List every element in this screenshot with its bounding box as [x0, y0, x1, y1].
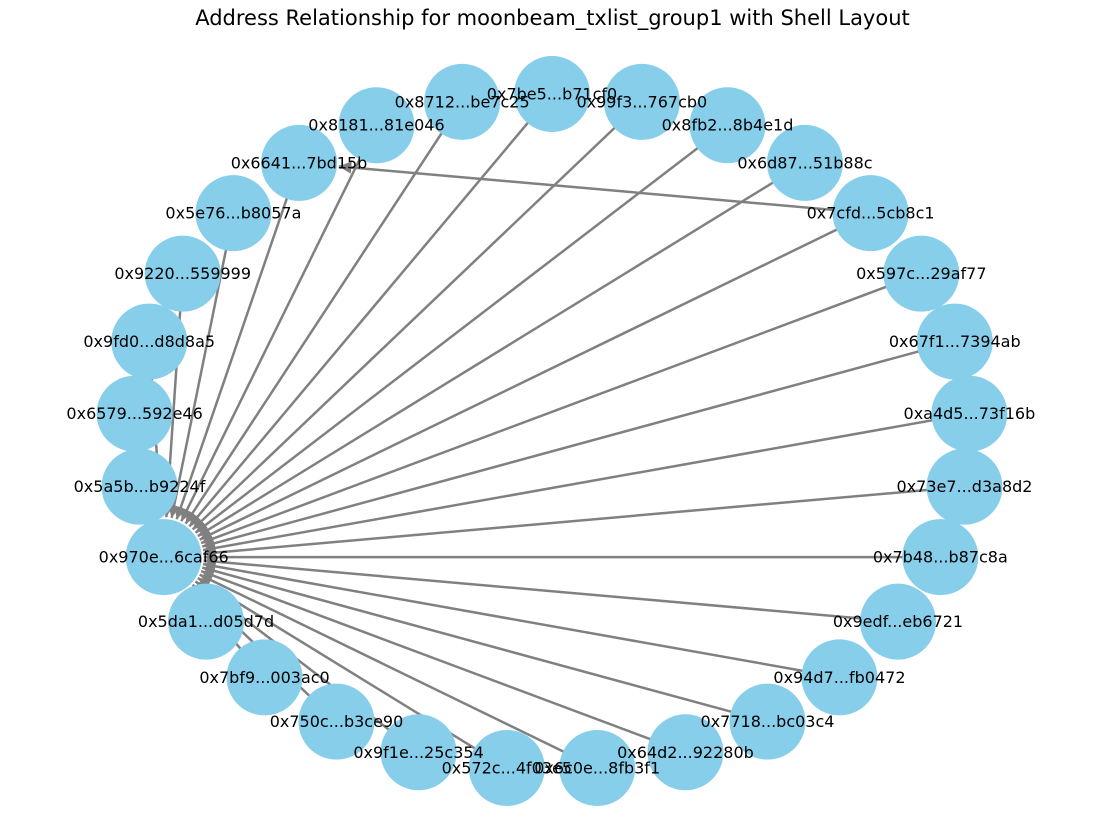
node-label-0x7cfd5cb8c1: 0x7cfd...5cb8c1 [807, 204, 935, 223]
node-0x9fd0d8d8a5[interactable] [111, 303, 188, 380]
node-0x5e76b8057a[interactable] [195, 175, 272, 252]
edge-0x970e6caf66-0x818181e046 [180, 124, 378, 522]
node-label-0x572c4f03e5: 0x572c...4f03e5 [442, 759, 572, 778]
node-0x66417bd15b[interactable] [261, 124, 338, 201]
node-label-0x8fb28b4e1d: 0x8fb2...8b4e1d [662, 116, 794, 135]
node-0x597c29af77[interactable] [883, 235, 960, 312]
node-label-0x7be5b71cf0: 0x7be5...b71cf0 [487, 85, 617, 104]
node-0x9f1e25c354[interactable] [380, 714, 457, 791]
node-label-0xa4d573f16b: 0xa4d5...73f16b [904, 404, 1036, 423]
edge-0x970e6caf66-0x7be5b71cf0 [188, 93, 553, 528]
node-0x5a5bb9224f[interactable] [101, 448, 178, 525]
node-0xa4d573f16b[interactable] [931, 375, 1008, 452]
node-label-0x5da1d05d7d: 0x5da1...d05d7d [138, 612, 274, 631]
node-label-0x7b48b87c8a: 0x7b48...b87c8a [873, 548, 1008, 567]
node-label-0x8712be7c25: 0x8712...be7c25 [395, 92, 530, 111]
node-label-0x9edfeb6721: 0x9edf...eb6721 [833, 612, 963, 631]
node-label-0x64d292280b: 0x64d2...92280b [617, 743, 754, 762]
node-0x73e7d3a8d2[interactable] [926, 448, 1003, 525]
node-label-0x597c29af77: 0x597c...29af77 [856, 264, 986, 283]
node-label-0x73e7d3a8d2: 0x73e7...d3a8d2 [897, 477, 1033, 496]
node-0x64d292280b[interactable] [647, 714, 724, 791]
node-label-0x9f1e25c354: 0x9f1e...25c354 [353, 743, 483, 762]
edge-0x970e6caf66-0x6c0e8fb3f1 [199, 573, 598, 770]
node-label-0x6c0e8fb3f1: 0x6c0e...8fb3f1 [534, 759, 660, 778]
nodes-layer [96, 56, 1008, 807]
edge-0x970e6caf66-0x94d7fb0472 [202, 560, 840, 679]
node-0x6c0e8fb3f1[interactable] [559, 730, 636, 807]
node-label-0x818181e046: 0x8181...81e046 [308, 116, 444, 135]
node-0x7cfd5cb8c1[interactable] [832, 175, 909, 252]
edge-0x970e6caf66-0x5e76b8057a [167, 212, 235, 519]
node-0x8712be7c25[interactable] [424, 63, 501, 140]
edge-0x970e6caf66-0xa4d573f16b [202, 412, 970, 555]
node-label-0x7718bc03c4: 0x7718...bc03c4 [701, 712, 835, 731]
node-0x7bf9003ac0[interactable] [226, 639, 303, 716]
edge-0x970e6caf66-0x9edfeb6721 [203, 555, 899, 623]
node-0x9220559999[interactable] [144, 235, 221, 312]
node-label-0x9fd0d8d8a5: 0x9fd0...d8d8a5 [83, 332, 215, 351]
node-0x818181e046[interactable] [338, 87, 415, 164]
node-0x67f17394ab[interactable] [916, 303, 993, 380]
node-0x8fb28b4e1d[interactable] [689, 87, 766, 164]
edge-0x970e6caf66-0x7cfd5cb8c1 [199, 212, 872, 541]
node-0x6d8751b88c[interactable] [766, 124, 843, 201]
edge-0x970e6caf66-0x64d292280b [200, 569, 686, 754]
node-label-0x94d7fb0472: 0x94d7...fb0472 [773, 668, 905, 687]
edge-0x66417bd15b-0x7cfd5cb8c1 [338, 161, 871, 215]
node-label-0x5a5bb9224f: 0x5a5b...b9224f [74, 477, 206, 496]
node-0x5da1d05d7d[interactable] [168, 583, 245, 660]
edge-0x970e6caf66-0x66417bd15b [174, 162, 301, 520]
node-0x99f3767cb0[interactable] [603, 63, 680, 140]
node-label-0x99f3767cb0: 0x99f3...767cb0 [576, 92, 707, 111]
edge-0x970e6caf66-0x99f3767cb0 [191, 100, 643, 531]
figure-title: Address Relationship for moonbeam_txlist… [195, 6, 910, 30]
node-label-0x5e76b8057a: 0x5e76...b8057a [165, 204, 301, 223]
node-label-0x6d8751b88c: 0x6d87...51b88c [737, 153, 872, 172]
node-label-0x66417bd15b: 0x6641...7bd15b [231, 153, 368, 172]
node-label-0x6579592e46: 0x6579...592e46 [66, 404, 202, 423]
node-0x7b48b87c8a[interactable] [902, 519, 979, 596]
node-0x750cb3ce90[interactable] [298, 683, 375, 760]
edge-0x970e6caf66-0x67f17394ab [201, 340, 956, 550]
node-0x572c4f03e5[interactable] [468, 730, 545, 807]
edge-0x970e6caf66-0x597c29af77 [200, 272, 922, 545]
node-0x7718bc03c4[interactable] [729, 683, 806, 760]
node-label-0x9220559999: 0x9220...559999 [114, 264, 251, 283]
edge-0x970e6caf66-0x572c4f03e5 [197, 576, 508, 770]
node-label-0x750cb3ce90: 0x750c...b3ce90 [270, 712, 404, 731]
node-0x970e6caf66[interactable] [125, 519, 202, 596]
node-label-0x970e6caf66: 0x970e...6caf66 [99, 548, 229, 567]
node-label-0x67f17394ab: 0x67f1...7394ab [889, 332, 1021, 351]
edge-0x970e6caf66-0x73e7d3a8d2 [203, 485, 965, 559]
node-0x94d7fb0472[interactable] [801, 639, 878, 716]
node-label-0x7bf9003ac0: 0x7bf9...003ac0 [199, 668, 329, 687]
edge-0x970e6caf66-0x7718bc03c4 [201, 564, 768, 723]
node-0x7be5b71cf0[interactable] [514, 56, 590, 132]
node-0x6579592e46[interactable] [96, 375, 173, 452]
node-0x9edfeb6721[interactable] [859, 583, 936, 660]
edge-0x970e6caf66-0x6d8751b88c [197, 161, 806, 538]
